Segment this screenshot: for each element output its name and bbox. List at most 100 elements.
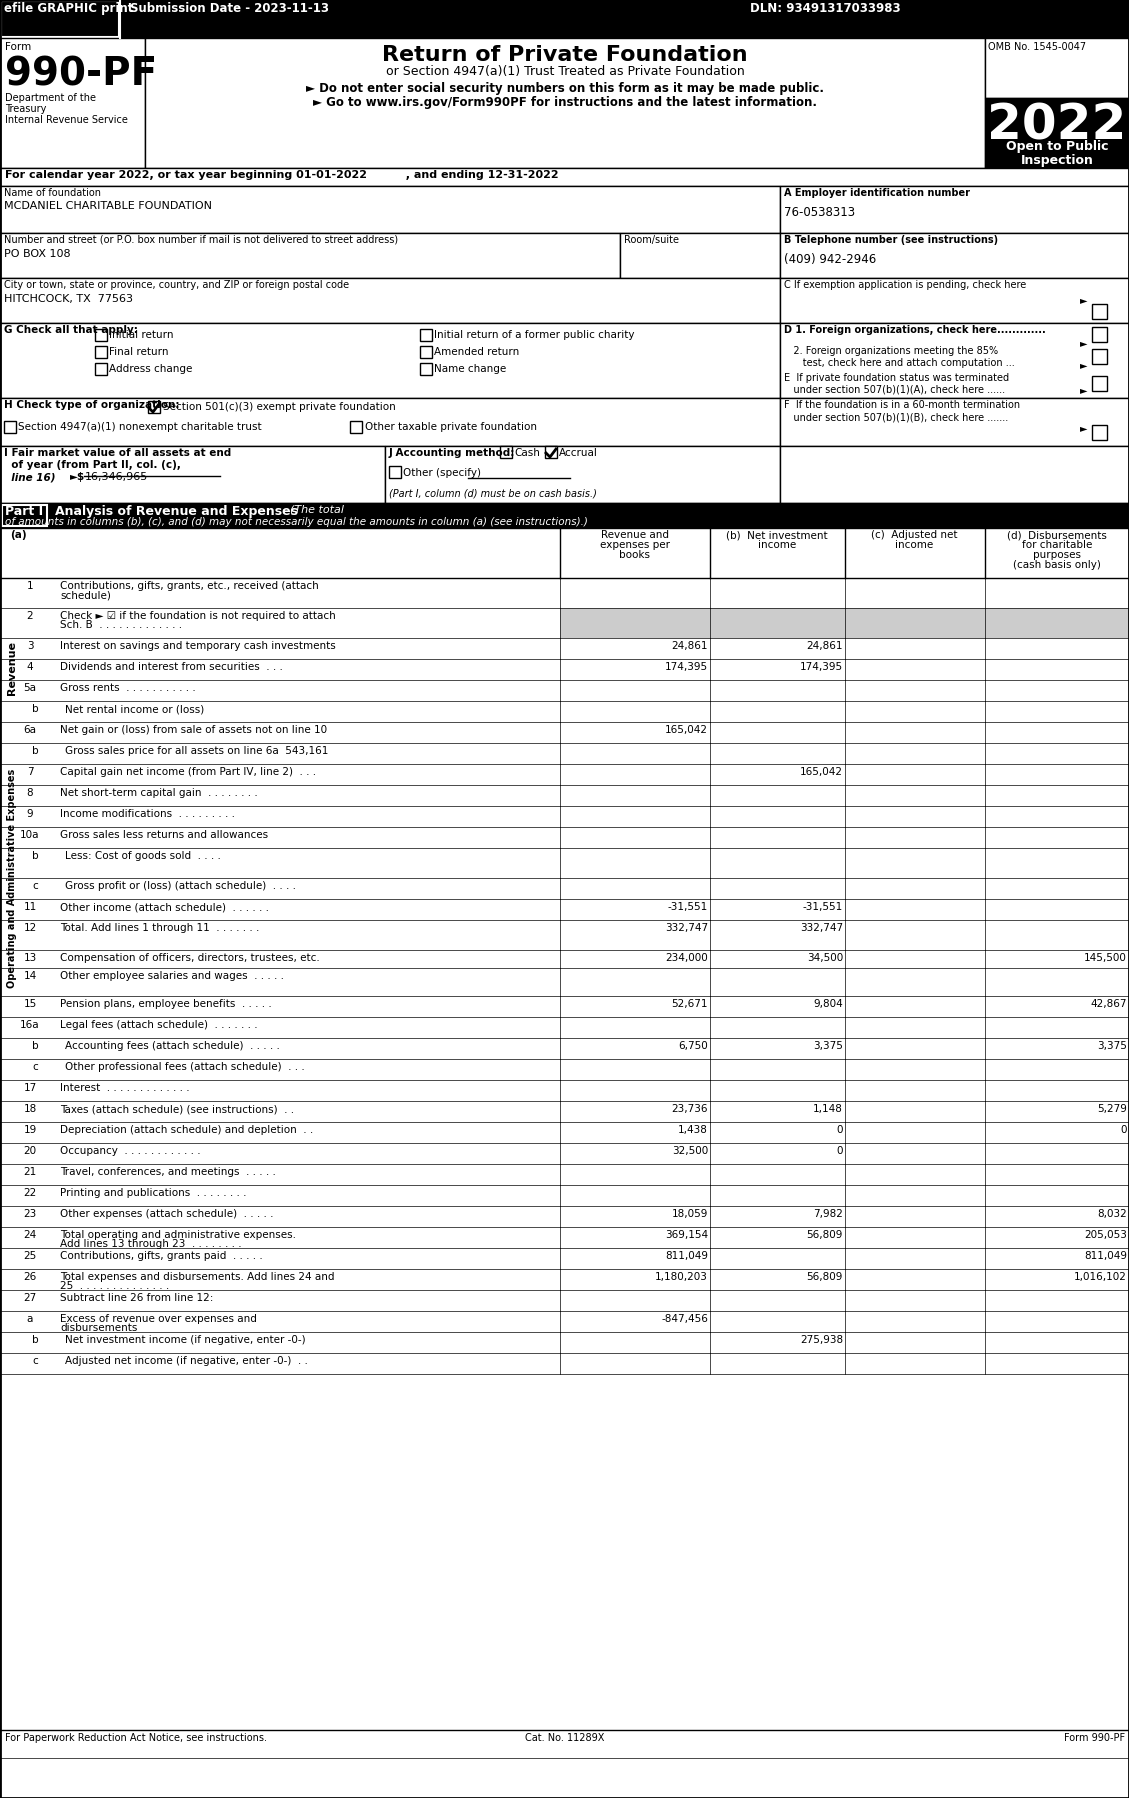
Bar — [1092, 424, 1108, 441]
Text: Net short-term capital gain  . . . . . . . .: Net short-term capital gain . . . . . . … — [60, 788, 257, 798]
Bar — [0, 503, 1129, 529]
Text: ►: ► — [1080, 385, 1087, 396]
Text: (409) 942-2946: (409) 942-2946 — [784, 254, 876, 266]
Text: efile GRAPHIC print: efile GRAPHIC print — [5, 2, 133, 14]
Text: 5a: 5a — [24, 683, 36, 692]
Text: Gross sales price for all assets on line 6a  543,161: Gross sales price for all assets on line… — [65, 746, 329, 755]
Text: ►$: ►$ — [70, 473, 86, 482]
Text: Open to Public: Open to Public — [1006, 140, 1109, 153]
Bar — [0, 0, 1129, 38]
Text: under section 507(b)(1)(B), check here .......: under section 507(b)(1)(B), check here .… — [784, 412, 1008, 423]
Text: 56,809: 56,809 — [806, 1271, 843, 1282]
Text: 13: 13 — [24, 953, 36, 964]
Text: line 16): line 16) — [5, 473, 55, 482]
Text: 22: 22 — [24, 1188, 36, 1197]
Text: MCDANIEL CHARITABLE FOUNDATION: MCDANIEL CHARITABLE FOUNDATION — [5, 201, 212, 210]
Bar — [2, 505, 47, 527]
Text: b: b — [32, 705, 38, 714]
Text: 205,053: 205,053 — [1084, 1230, 1127, 1241]
Text: 1: 1 — [27, 581, 34, 592]
Text: J Accounting method:: J Accounting method: — [390, 448, 515, 458]
Text: 11: 11 — [24, 903, 36, 912]
Text: disbursements: disbursements — [60, 1323, 138, 1332]
Text: 8,032: 8,032 — [1097, 1208, 1127, 1219]
Text: Occupancy  . . . . . . . . . . . .: Occupancy . . . . . . . . . . . . — [60, 1145, 201, 1156]
Text: Total expenses and disbursements. Add lines 24 and: Total expenses and disbursements. Add li… — [60, 1271, 334, 1282]
Text: Inspection: Inspection — [1021, 155, 1094, 167]
Text: Total operating and administrative expenses.: Total operating and administrative expen… — [60, 1230, 296, 1241]
Text: Other employee salaries and wages  . . . . .: Other employee salaries and wages . . . … — [60, 971, 285, 982]
Bar — [0, 529, 1129, 577]
Bar — [385, 446, 780, 503]
Text: 234,000: 234,000 — [665, 953, 708, 964]
Text: 174,395: 174,395 — [799, 662, 843, 672]
Text: books: books — [620, 550, 650, 559]
Text: Adjusted net income (if negative, enter -0-)  . .: Adjusted net income (if negative, enter … — [65, 1356, 308, 1366]
Text: Room/suite: Room/suite — [624, 236, 679, 245]
Text: 14: 14 — [24, 971, 36, 982]
Text: Less: Cost of goods sold  . . . .: Less: Cost of goods sold . . . . — [65, 850, 221, 861]
Text: 6,750: 6,750 — [679, 1041, 708, 1052]
Text: 26: 26 — [24, 1271, 36, 1282]
Text: Initial return: Initial return — [110, 331, 174, 340]
Text: Name of foundation: Name of foundation — [5, 189, 100, 198]
Text: (cash basis only): (cash basis only) — [1013, 559, 1101, 570]
Text: I Fair market value of all assets at end: I Fair market value of all assets at end — [5, 448, 231, 458]
Text: Initial return of a former public charity: Initial return of a former public charit… — [434, 331, 634, 340]
Text: b: b — [32, 1041, 38, 1052]
Bar — [0, 167, 1129, 185]
Text: 76-0538313: 76-0538313 — [784, 207, 855, 219]
Text: 990-PF: 990-PF — [5, 56, 157, 93]
Text: Submission Date - 2023-11-13: Submission Date - 2023-11-13 — [130, 2, 329, 14]
Text: Taxes (attach schedule) (see instructions)  . .: Taxes (attach schedule) (see instruction… — [60, 1104, 295, 1115]
Bar — [5, 421, 16, 433]
Text: Excess of revenue over expenses and: Excess of revenue over expenses and — [60, 1314, 257, 1323]
Bar — [0, 324, 780, 397]
Bar — [95, 345, 107, 358]
Text: A Employer identification number: A Employer identification number — [784, 189, 970, 198]
Text: schedule): schedule) — [60, 590, 111, 601]
Bar — [0, 279, 780, 324]
Bar — [780, 234, 1129, 279]
Text: Net investment income (if negative, enter -0-): Net investment income (if negative, ente… — [65, 1334, 306, 1345]
Text: 1,438: 1,438 — [679, 1126, 708, 1135]
Bar — [0, 446, 385, 503]
Text: 34,500: 34,500 — [807, 953, 843, 964]
Text: purposes: purposes — [1033, 550, 1080, 559]
Text: 811,049: 811,049 — [665, 1251, 708, 1260]
Text: 369,154: 369,154 — [665, 1230, 708, 1241]
Text: 56,809: 56,809 — [806, 1230, 843, 1241]
Text: 19: 19 — [24, 1126, 36, 1135]
Text: 1,016,102: 1,016,102 — [1074, 1271, 1127, 1282]
Text: Contributions, gifts, grants paid  . . . . .: Contributions, gifts, grants paid . . . … — [60, 1251, 263, 1260]
Text: Number and street (or P.O. box number if mail is not delivered to street address: Number and street (or P.O. box number if… — [5, 236, 399, 245]
Text: c: c — [32, 881, 38, 892]
Bar — [780, 324, 1129, 397]
Text: for charitable: for charitable — [1022, 539, 1092, 550]
Text: ► Do not enter social security numbers on this form as it may be made public.: ► Do not enter social security numbers o… — [306, 83, 824, 95]
Text: 15: 15 — [24, 1000, 36, 1009]
Text: 145,500: 145,500 — [1084, 953, 1127, 964]
Bar — [500, 446, 511, 458]
Text: Net gain or (loss) from sale of assets not on line 10: Net gain or (loss) from sale of assets n… — [60, 725, 327, 735]
Text: ►: ► — [1080, 338, 1087, 349]
Bar — [145, 38, 984, 167]
Text: (The total: (The total — [290, 505, 344, 514]
Text: F  If the foundation is in a 60-month termination: F If the foundation is in a 60-month ter… — [784, 399, 1021, 410]
Bar — [1092, 349, 1108, 363]
Text: 21: 21 — [24, 1167, 36, 1178]
Text: Department of the: Department of the — [5, 93, 96, 102]
Text: 25  . . . . . . . . . . . . . .: 25 . . . . . . . . . . . . . . — [60, 1280, 169, 1291]
Text: 27: 27 — [24, 1293, 36, 1304]
Bar — [780, 397, 1129, 446]
Bar — [0, 38, 145, 167]
Text: c: c — [32, 1356, 38, 1366]
Text: 5,279: 5,279 — [1097, 1104, 1127, 1115]
Text: ►: ► — [1080, 360, 1087, 370]
Text: 20: 20 — [24, 1145, 36, 1156]
Text: 0: 0 — [837, 1126, 843, 1135]
Text: 52,671: 52,671 — [672, 1000, 708, 1009]
Text: D 1. Foreign organizations, check here.............: D 1. Foreign organizations, check here..… — [784, 325, 1045, 334]
Text: b: b — [32, 746, 38, 755]
Text: 7: 7 — [27, 768, 34, 777]
